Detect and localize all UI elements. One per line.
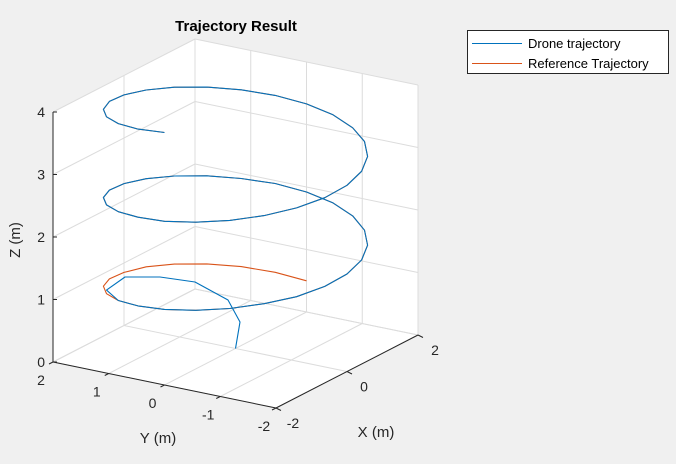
x-axis-label: X (m) [358,424,395,441]
legend[interactable]: Drone trajectory Reference Trajectory [467,30,669,74]
chart-title: Trajectory Result [175,18,297,35]
y-tick-label: 2 [37,372,45,388]
wall-gridline-z [52,101,196,175]
wall-gridline-z [194,226,419,273]
y-tick-mark [160,384,165,388]
x-tick-mark [417,334,424,338]
y-axis-label: Y (m) [140,430,176,447]
x-tick-label: 2 [431,342,439,358]
z-tick-label: 1 [37,292,45,308]
wall-gridline-z [194,38,419,86]
legend-item-drone: Drone trajectory [468,33,620,53]
z-tick-label: 4 [37,104,45,120]
axes-background [53,39,418,408]
legend-item-reference: Reference Trajectory [468,53,649,73]
y-tick-mark [216,396,221,399]
y-tick-label: -2 [258,418,271,434]
x-tick-mark [275,407,282,411]
wall-gridline-z [52,226,196,300]
wall-gridline-z [194,163,419,211]
wall-gridline-z [194,288,419,336]
drone-trajectory-line [102,86,369,349]
y-tick-mark [271,407,277,411]
wall-gridline-z [194,101,419,148]
wall-gridline-z [52,288,196,363]
y-tick-label: 0 [149,395,157,411]
floor-gridline-y [108,300,251,374]
legend-label-reference: Reference Trajectory [528,55,649,71]
legend-label-drone: Drone trajectory [528,35,621,51]
z-tick-label: 0 [37,354,45,370]
x-tick-mark [346,371,353,375]
y-tick-mark [104,373,109,376]
y-tick-label: -1 [202,407,215,423]
z-tick-label: 2 [37,229,45,245]
y-tick-label: 1 [93,384,101,400]
y-tick-mark [48,361,54,365]
x-tick-label: 0 [360,379,368,395]
floor-gridline-y [220,323,363,397]
legend-swatch-reference [472,62,522,64]
z-tick-label: 3 [37,167,45,183]
x-tick-label: -2 [287,415,300,431]
legend-swatch-drone [472,42,522,44]
wall-gridline-z [52,38,196,113]
z-axis-label: Z (m) [7,222,24,258]
